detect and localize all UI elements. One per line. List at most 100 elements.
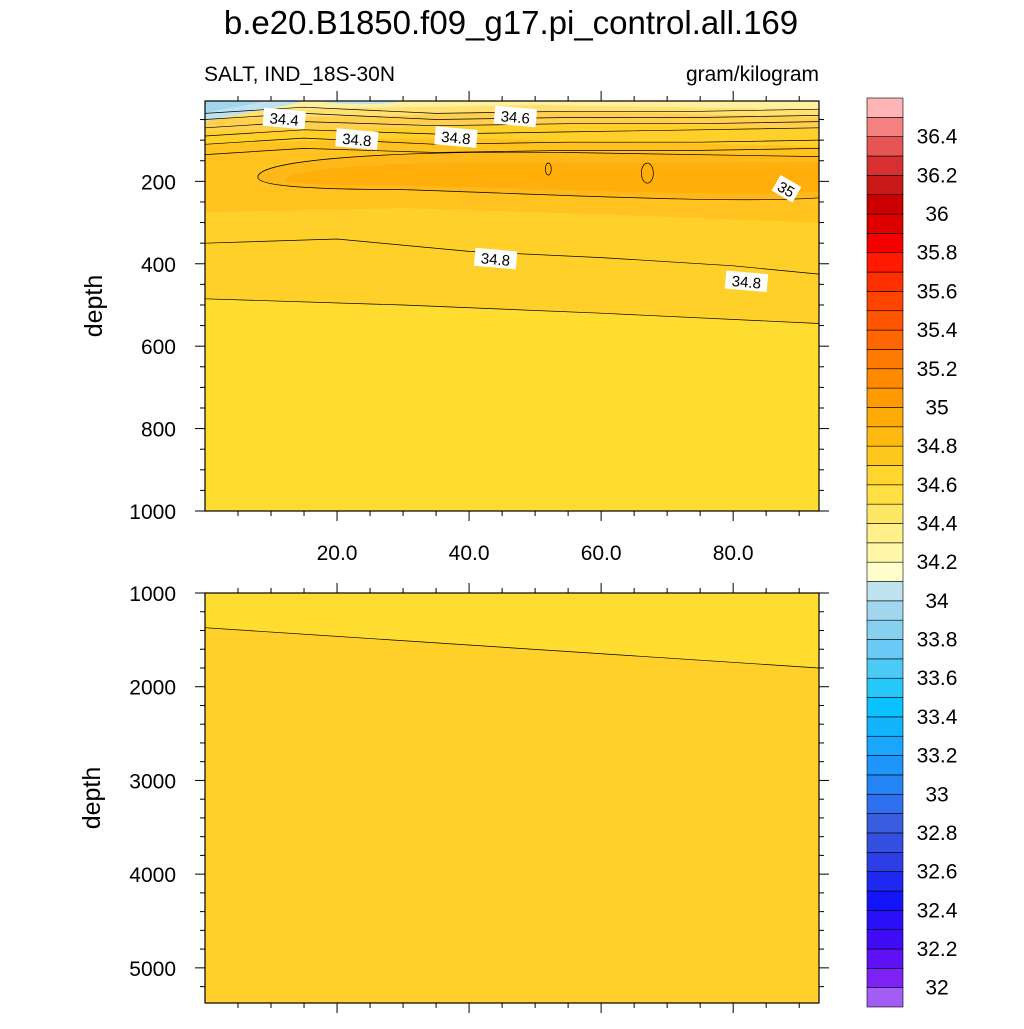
colorbar-box	[866, 97, 904, 118]
colorbar-label: 33.6	[917, 667, 958, 690]
colorbar-box	[866, 948, 904, 969]
contour-line	[205, 238, 819, 275]
y-tick-label: 1000	[129, 583, 176, 606]
chart-title: b.e20.B1850.f09_g17.pi_control.all.169	[224, 4, 798, 41]
colorbar-label: 32	[925, 977, 948, 1000]
upper-plot-frame	[204, 100, 820, 512]
y-tick-label: 2000	[129, 677, 176, 700]
colorbar-box	[866, 851, 904, 872]
colorbar-box	[866, 503, 904, 524]
field-band	[317, 101, 404, 105]
lower-panel: 1000 2000 3000 4000 5000 depth	[78, 583, 829, 1013]
contour-line	[205, 627, 819, 669]
contour-label-box	[724, 270, 769, 293]
field-band	[284, 162, 819, 194]
colorbar-label: 32.2	[917, 938, 958, 961]
colorbar-box	[866, 619, 904, 640]
field-band	[205, 298, 819, 511]
colorbar-box	[866, 213, 904, 234]
field-band	[205, 593, 819, 668]
colorbar-box	[866, 387, 904, 408]
colorbar-label: 33.8	[917, 629, 958, 652]
colorbar-label: 34	[925, 590, 949, 613]
colorbar-box	[866, 561, 904, 582]
colorbar-label: 34.6	[917, 474, 958, 497]
x-tick-label: 60.0	[581, 542, 622, 565]
contour-label-text: 35	[774, 178, 797, 201]
colorbar-label: 33.2	[917, 745, 958, 768]
upper-contour-labels: 34.4 34.8 34.8 34.6 35 34.8 34.8	[262, 105, 802, 293]
contour-label: 34.8	[335, 128, 379, 150]
y-tick-label: 600	[141, 336, 176, 359]
y-tick-label: 3000	[129, 770, 176, 793]
contour-label-box	[493, 105, 538, 128]
contour-line	[257, 151, 819, 178]
colorbar-box	[866, 291, 904, 312]
contour-label: 34.4	[262, 107, 306, 130]
contour-label-box	[473, 247, 518, 270]
contour-label: 34.8	[724, 270, 769, 293]
colorbar-box	[866, 484, 904, 505]
colorbar-box	[866, 871, 904, 892]
contour-line	[640, 162, 654, 184]
x-tick-label: 80.0	[713, 542, 754, 565]
contour-label-text: 34.8	[731, 273, 762, 292]
colorbar-box	[866, 600, 904, 621]
variable-label: SALT, IND_18S-30N	[204, 63, 395, 86]
colorbar-box	[866, 774, 904, 795]
y-tick-label: 4000	[129, 864, 176, 887]
colorbar-label: 35	[925, 396, 948, 419]
colorbar-box	[866, 252, 904, 273]
colorbar-box	[866, 793, 904, 814]
y-tick-label: 1000	[129, 501, 176, 524]
colorbar-box	[866, 175, 904, 196]
colorbar-box	[866, 271, 904, 292]
colorbar-box	[866, 639, 904, 660]
colorbar-box	[866, 832, 904, 853]
contour-label-text: 34.8	[480, 250, 511, 269]
colorbar-box	[866, 677, 904, 698]
colorbar-label: 35.8	[917, 242, 958, 265]
colorbar-box	[866, 890, 904, 911]
colorbar-box	[866, 697, 904, 718]
colorbar-label: 32.4	[917, 899, 958, 922]
colorbar-label: 33.4	[917, 706, 958, 729]
colorbar-box	[866, 755, 904, 776]
contour-label-box	[335, 128, 379, 150]
colorbar-label: 35.6	[917, 280, 958, 303]
units-label: gram/kilogram	[686, 63, 819, 86]
colorbar-box	[866, 155, 904, 176]
contour-label: 34.6	[493, 105, 538, 128]
colorbar-box	[866, 310, 904, 331]
colorbar-label: 35.4	[917, 319, 958, 342]
colorbar-box	[866, 929, 904, 950]
colorbar-label: 36.2	[917, 164, 958, 187]
colorbar-label: 34.8	[917, 435, 958, 458]
colorbar-box	[866, 968, 904, 988]
colorbar-box	[866, 735, 904, 756]
colorbar-label: 33	[925, 783, 948, 806]
lower-plot-frame	[204, 592, 820, 1004]
colorbar-label: 32.8	[917, 822, 958, 845]
contour-label: 34.8	[473, 247, 518, 270]
x-tick-label: 20.0	[317, 542, 358, 565]
contour-line	[205, 298, 819, 324]
colorbar-label: 36	[925, 203, 948, 226]
y-tick-label: 5000	[129, 958, 176, 981]
lower-y-axis-label: depth	[78, 767, 106, 830]
colorbar-box	[866, 987, 904, 1008]
contour-line	[205, 127, 819, 137]
colorbar: 32 32.2 32.4 32.6 32.8 33 33.2 33.4 33.6 33.8 34 34…	[866, 97, 958, 1008]
contour-label-text: 34.8	[441, 129, 472, 148]
colorbar-box	[866, 194, 904, 215]
y-tick-label: 200	[141, 171, 176, 194]
colorbar-box	[866, 658, 904, 679]
colorbar-box	[866, 329, 904, 350]
colorbar-box	[866, 465, 904, 486]
colorbar-label: 36.4	[917, 126, 958, 149]
contour-line	[544, 162, 552, 176]
colorbar-box	[866, 426, 904, 447]
contour-label: 34.8	[434, 126, 478, 148]
